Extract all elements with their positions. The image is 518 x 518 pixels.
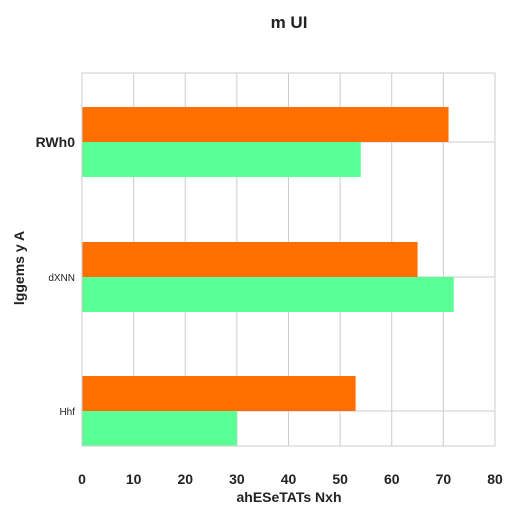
bar-dXNN-series-2	[82, 277, 454, 312]
plot-area-border	[81, 72, 496, 447]
bars	[82, 107, 454, 446]
x-tick-label: 40	[281, 471, 297, 487]
bar-RWh0-series-1	[82, 107, 449, 142]
chart-title: m UI	[271, 13, 308, 32]
x-tick-label: 50	[332, 471, 348, 487]
x-tick-label: 10	[126, 471, 142, 487]
x-axis-ticks: 0 10 20 30 40 50 60 70 80	[78, 471, 503, 487]
bar-Hhf-series-2	[82, 411, 237, 446]
y-axis-label: lggems y A	[11, 231, 27, 305]
x-tick-label: 0	[78, 471, 86, 487]
bar-dXNN-series-1	[82, 242, 418, 277]
y-tick-label: dXNN	[48, 273, 75, 284]
x-tick-label: 60	[384, 471, 400, 487]
y-tick-label: RWh0	[36, 134, 76, 150]
y-tick-label: Hhf	[59, 407, 75, 418]
x-tick-label: 20	[177, 471, 193, 487]
x-tick-label: 70	[436, 471, 452, 487]
x-tick-label: 30	[229, 471, 245, 487]
x-axis-label: ahESeTATs Nxh	[236, 489, 341, 505]
bar-RWh0-series-2	[82, 142, 361, 177]
x-tick-label: 80	[487, 471, 503, 487]
y-axis-ticks: RWh0 dXNN Hhf	[36, 134, 76, 418]
bar-Hhf-series-1	[82, 376, 356, 411]
